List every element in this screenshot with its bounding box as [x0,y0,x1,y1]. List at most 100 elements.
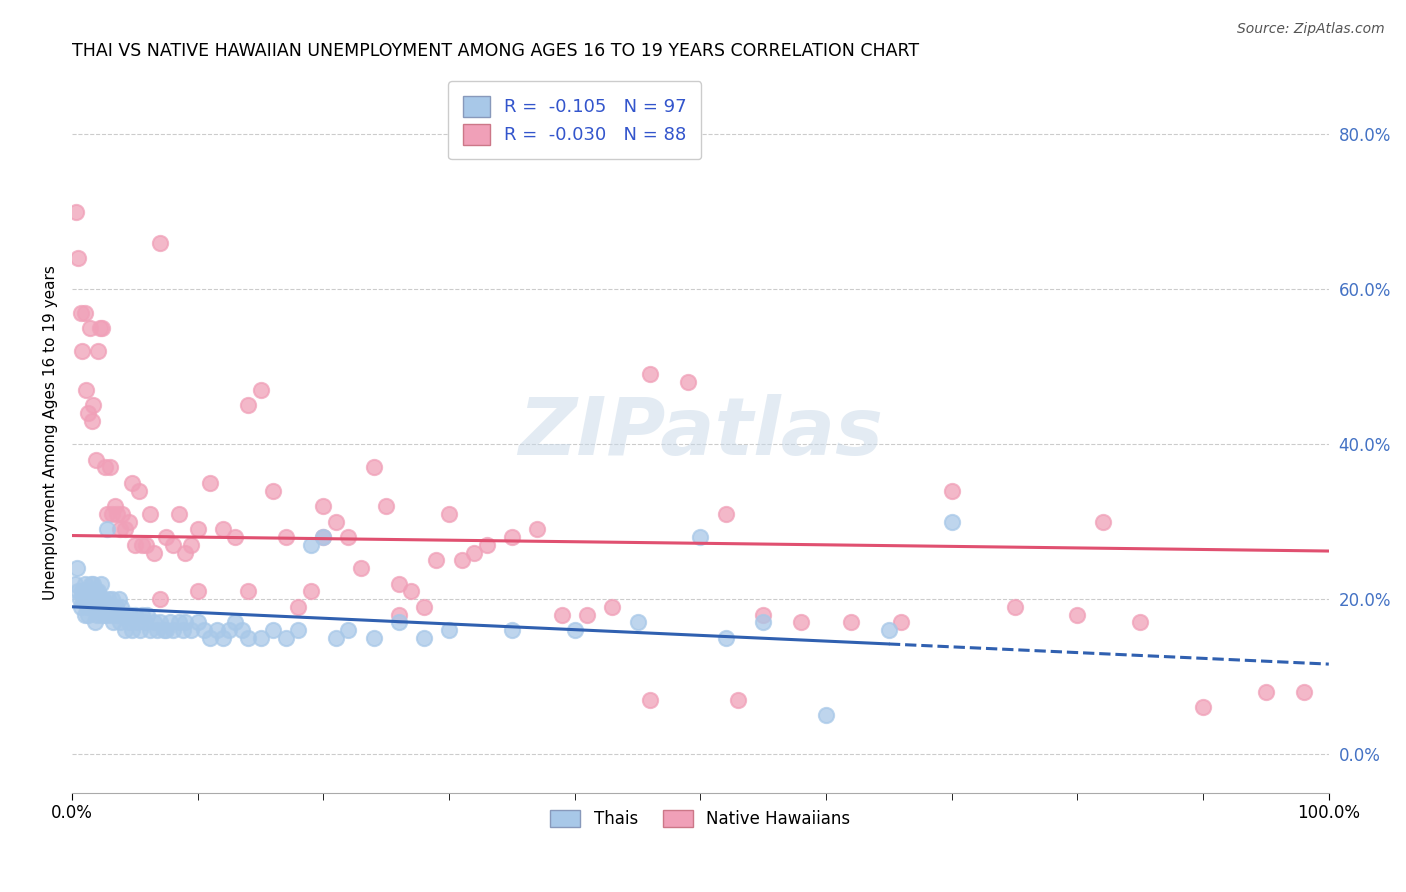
Point [576,607,599,622]
Point [139,507,162,521]
Point [118,607,141,622]
Legend: Thais, Native Hawaiians: Thais, Native Hawaiians [544,803,858,835]
Point [274,530,297,544]
Point [110,599,132,614]
Point [69,592,91,607]
Point [287,623,309,637]
Point [139,623,162,637]
Point [89,321,111,335]
Point [82,414,104,428]
Point [167,615,190,630]
Point [193,623,215,637]
Point [117,615,139,630]
Point [180,623,202,637]
Point [115,607,138,622]
Point [82,584,104,599]
Point [69,305,91,319]
Point [941,515,963,529]
Point [274,631,297,645]
Point [602,599,624,614]
Point [350,561,373,575]
Point [127,615,149,630]
Point [96,507,118,521]
Point [111,507,134,521]
Point [136,607,159,622]
Point [98,599,121,614]
Point [236,631,259,645]
Point [689,530,711,544]
Point [1254,685,1277,699]
Point [79,592,101,607]
Point [752,615,775,630]
Point [1192,700,1215,714]
Point [67,252,90,266]
Point [76,592,98,607]
Point [388,607,411,622]
Point [121,623,143,637]
Point [89,599,111,614]
Point [66,561,89,575]
Point [262,483,284,498]
Point [91,321,114,335]
Text: THAI VS NATIVE HAWAIIAN UNEMPLOYMENT AMONG AGES 16 TO 19 YEARS CORRELATION CHART: THAI VS NATIVE HAWAIIAN UNEMPLOYMENT AMO… [72,42,920,60]
Point [131,538,153,552]
Point [82,399,104,413]
Point [128,483,150,498]
Point [124,538,146,552]
Point [211,631,233,645]
Point [72,592,94,607]
Point [101,507,124,521]
Point [152,623,174,637]
Point [75,584,97,599]
Point [676,375,699,389]
Point [187,615,209,630]
Point [67,584,90,599]
Point [174,545,197,559]
Point [73,305,96,319]
Point [714,507,737,521]
Point [155,623,177,637]
Point [117,515,139,529]
Point [1292,685,1315,699]
Point [727,692,749,706]
Point [86,592,108,607]
Point [79,321,101,335]
Point [174,615,197,630]
Point [249,631,271,645]
Point [752,607,775,622]
Point [205,623,228,637]
Point [638,692,661,706]
Point [167,507,190,521]
Point [714,631,737,645]
Point [941,483,963,498]
Point [262,623,284,637]
Point [450,553,472,567]
Point [412,599,434,614]
Point [101,592,124,607]
Point [1129,615,1152,630]
Point [108,615,131,630]
Point [134,615,156,630]
Point [1066,607,1088,622]
Point [70,344,93,359]
Point [299,584,322,599]
Point [1004,599,1026,614]
Point [180,538,202,552]
Point [96,522,118,536]
Point [200,475,222,490]
Point [77,607,100,622]
Point [103,615,125,630]
Point [89,592,111,607]
Point [224,615,246,630]
Point [463,545,485,559]
Point [149,592,172,607]
Point [84,584,107,599]
Point [105,507,128,521]
Point [83,615,105,630]
Point [187,522,209,536]
Point [172,623,194,637]
Point [98,460,121,475]
Point [401,584,423,599]
Point [839,615,862,630]
Point [105,607,128,622]
